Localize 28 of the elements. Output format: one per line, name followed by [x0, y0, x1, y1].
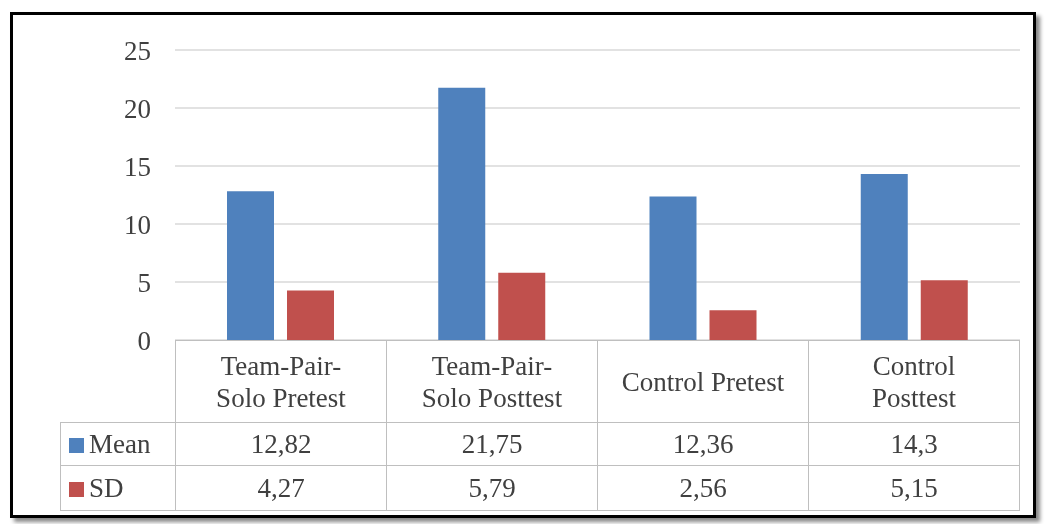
legend-label: SD — [60, 465, 176, 511]
bar — [227, 191, 274, 340]
bar — [649, 196, 697, 340]
y-tick-label: 0 — [137, 325, 151, 356]
x-tick-label: Control Posttest — [808, 340, 1020, 423]
data-label: 2,56 — [597, 465, 809, 511]
y-tick-label: 15 — [124, 151, 151, 182]
x-tick-label: Team-Pair-Solo Posttest — [386, 340, 598, 423]
data-label: 12,36 — [597, 422, 809, 466]
x-tick-label: Control Pretest — [597, 340, 809, 423]
bar — [438, 87, 486, 340]
bar — [287, 290, 334, 340]
data-label: 4,27 — [175, 465, 387, 511]
y-tick-label: 25 — [124, 35, 151, 66]
legend-label: Mean — [60, 422, 176, 466]
y-tick-label: 20 — [124, 93, 151, 124]
data-label: 12,82 — [175, 422, 387, 466]
bar — [860, 174, 908, 340]
data-label: 21,75 — [386, 422, 598, 466]
data-label: 5,79 — [386, 465, 598, 511]
y-tick-label: 5 — [137, 267, 151, 298]
data-label: 5,15 — [808, 465, 1020, 511]
data-label: 14,3 — [808, 422, 1020, 466]
bar — [920, 280, 968, 340]
y-tick-label: 10 — [124, 209, 151, 240]
bar — [709, 310, 757, 340]
x-tick-label: Team-Pair-Solo Pretest — [175, 340, 387, 423]
bar — [498, 272, 546, 340]
